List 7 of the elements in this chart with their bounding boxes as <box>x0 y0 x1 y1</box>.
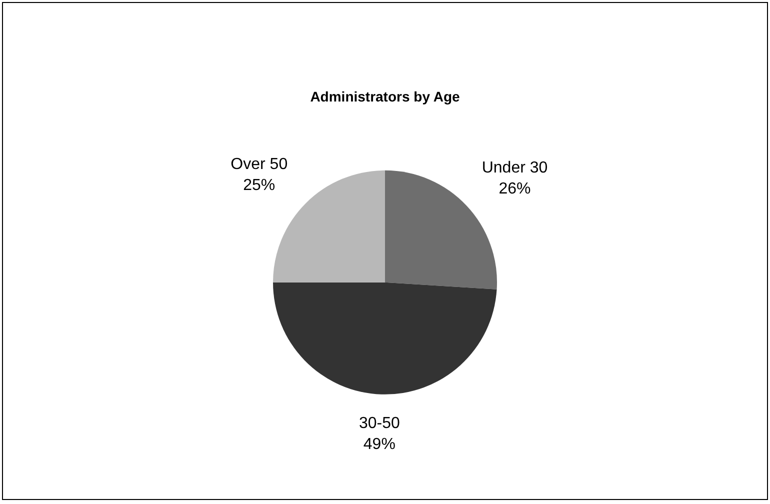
chart-title: Administrators by Age <box>310 88 460 104</box>
slice-label: Over 50 <box>230 156 288 173</box>
slice-label: Under 30 <box>482 159 548 176</box>
data-label: 25% <box>243 176 276 194</box>
data-label: 26% <box>498 180 531 198</box>
data-label: 49% <box>363 436 396 454</box>
slice-label: 30-50 <box>358 415 400 432</box>
